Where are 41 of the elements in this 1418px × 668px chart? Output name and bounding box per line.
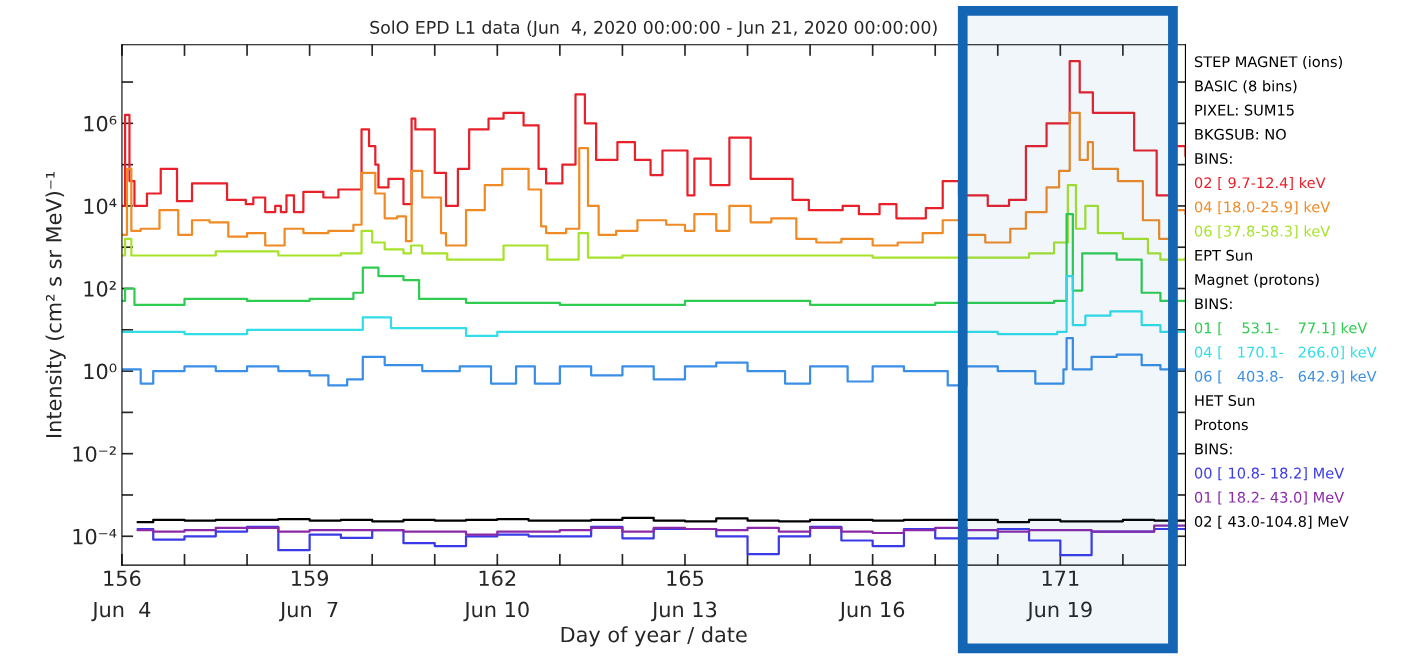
x-tick-label: 171: [1042, 570, 1079, 586]
text: 00 [ 10.8- 18.2] MeV: [1194, 467, 1345, 481]
series-label: 01 [ 18.2- 43.0] MeV: [1194, 491, 1345, 505]
x2-tick-label: Jun 16: [838, 601, 905, 622]
y-tick-label: 10⁻⁴: [73, 528, 117, 545]
x-tick-label: 168: [855, 570, 892, 587]
series-label: 06 [ 403.8- 642.9] keV: [1194, 370, 1377, 384]
y-tick-label: 10²: [84, 280, 116, 297]
series-label: 04 [18.0-25.9] keV: [1194, 201, 1331, 215]
y-tick-label: 10⁶: [84, 115, 117, 132]
x2-tick-label: Jun 13: [651, 601, 717, 622]
series-label: 04 [ 170.1- 266.0] keV: [1194, 346, 1377, 360]
x-tick-label: 159: [292, 570, 329, 587]
text: BASIC (8 bins): [1195, 80, 1297, 94]
x2-tick-label: Jun 4: [91, 601, 151, 622]
text: BINS:: [1195, 153, 1232, 165]
y-axis-title: Intensity (cm² s sr MeV)⁻¹: [45, 171, 66, 437]
series-label: 02 [ 9.7-12.4] keV: [1194, 176, 1326, 190]
x-tick-label: 156: [104, 570, 141, 587]
text: BINS:: [1195, 298, 1232, 310]
x2-tick-label: Jun 19: [1026, 601, 1092, 622]
x-tick-label: 165: [667, 570, 704, 587]
text: BINS:: [1195, 443, 1232, 455]
text: STEP MAGNET (ions): [1194, 55, 1342, 69]
x-tick-label: 162: [479, 570, 516, 587]
text: EPT Sun: [1195, 249, 1253, 261]
series-label: 06 [37.8-58.3] keV: [1194, 225, 1331, 239]
text: Magnet (protons): [1195, 273, 1319, 288]
y-tick-label: 10⁻²: [73, 446, 116, 462]
y-tick-label: 10⁴: [84, 198, 117, 215]
chart-title: SolO EPD L1 data (Jun 4, 2020 00:00:00 - Jun 21, 2020 00:00:00): [370, 20, 937, 38]
x2-tick-label: Jun 7: [279, 601, 338, 622]
text: HET Sun: [1195, 395, 1255, 407]
series-label: 01 [ 53.1- 77.1] keV: [1194, 322, 1368, 336]
x-axis-title: Day of year / date: [561, 626, 747, 647]
text: BKGSUB: NO: [1195, 128, 1286, 140]
text: PIXEL: SUM15: [1195, 104, 1294, 116]
series-label: 02 [ 43.0-104.8] MeV: [1194, 515, 1349, 529]
text: Protons: [1195, 419, 1248, 431]
x2-tick-label: Jun 10: [463, 601, 529, 622]
y-tick-label: 10⁰: [84, 363, 117, 380]
